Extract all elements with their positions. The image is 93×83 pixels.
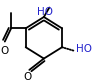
Text: O: O <box>1 46 9 56</box>
Text: HO: HO <box>76 44 92 54</box>
Text: HO: HO <box>37 7 53 17</box>
Text: O: O <box>23 72 32 82</box>
